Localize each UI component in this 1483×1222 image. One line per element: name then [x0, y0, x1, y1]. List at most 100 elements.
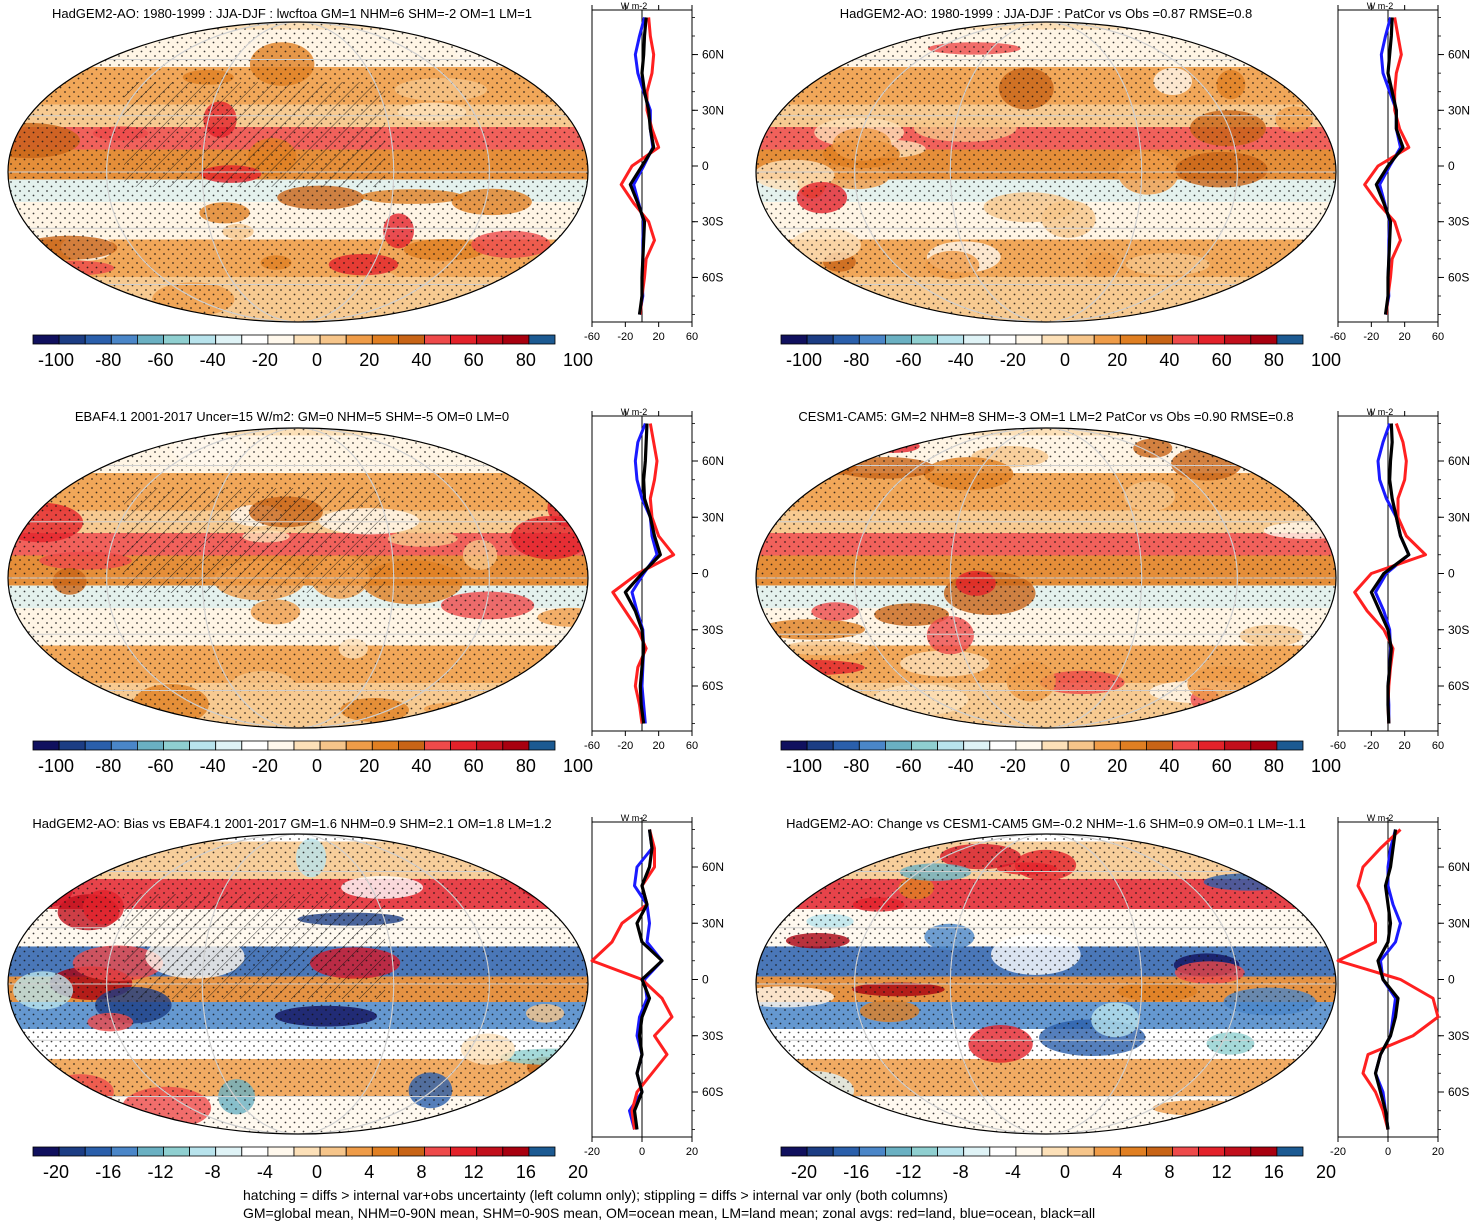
colorbar-bin — [476, 334, 504, 345]
colorbar-label: -4 — [257, 1162, 273, 1182]
colorbar-label: -40 — [200, 756, 226, 776]
colorbar-bin — [1119, 1146, 1147, 1157]
zonal-lat-label: 60N — [702, 48, 724, 62]
colorbar-bin — [1250, 1146, 1278, 1157]
zonal-lat-label: 30N — [702, 510, 724, 524]
colorbar-label: 0 — [312, 350, 322, 370]
zonal-lat-label: 60N — [1448, 860, 1470, 874]
zonal-average-plot: W m-2 -20 0 20 60N 30N 0 30S 60S — [584, 813, 724, 1158]
colorbar-bin — [1198, 334, 1226, 345]
colorbar-bin — [319, 334, 347, 345]
panel-top-left: HadGEM2-AO: 1980-1999 : JJA-DJF : lwcfto… — [7, 1, 724, 370]
map-outline — [7, 427, 589, 729]
colorbar-bin — [189, 740, 217, 751]
colorbar-label: 100 — [563, 756, 593, 776]
colorbar-label: 20 — [1107, 756, 1127, 776]
colorbar-bin — [345, 1146, 373, 1157]
colorbar-label: 20 — [359, 350, 379, 370]
colorbar-bin — [911, 334, 939, 345]
map-field — [756, 834, 1336, 1134]
zonal-series-land — [619, 17, 661, 315]
colorbar-bin — [345, 740, 373, 751]
colorbar-bin — [780, 1146, 808, 1157]
colorbar-label: 80 — [1264, 350, 1284, 370]
zonal-average-plot: W m-2 -20 0 20 60N 30N 0 30S 60S — [1330, 813, 1470, 1158]
zonal-lat-label: 60N — [702, 454, 724, 468]
colorbar-bin — [241, 740, 269, 751]
zonal-series-land — [1336, 828, 1440, 1130]
colorbar-bin — [1172, 1146, 1200, 1157]
colorbar: -100 -80 -60 -40 -20 0 20 40 60 80 100 — [32, 334, 593, 370]
colorbar-label: 40 — [411, 756, 431, 776]
colorbar-label: 4 — [1112, 1162, 1122, 1182]
colorbar-label: -80 — [843, 756, 869, 776]
zonal-series-all — [1369, 423, 1411, 724]
colorbar-bin — [371, 1146, 399, 1157]
zonal-xtick: -20 — [617, 740, 633, 752]
colorbar-label: -20 — [252, 756, 278, 776]
colorbar-bin — [937, 1146, 965, 1157]
zonal-lat-label: 60N — [1448, 454, 1470, 468]
colorbar-label: 40 — [1159, 756, 1179, 776]
panel-middle-right: CESM1-CAM5: GM=2 NHM=8 SHM=-3 OM=1 LM=2 … — [755, 407, 1470, 776]
zonal-xtick: 20 — [1399, 331, 1411, 343]
colorbar-label: 8 — [416, 1162, 426, 1182]
colorbar-bin — [241, 1146, 269, 1157]
zonal-lat-label: 0 — [702, 567, 709, 581]
colorbar-bin — [84, 1146, 112, 1157]
colorbar-bin — [528, 334, 556, 345]
zonal-lat-label: 0 — [702, 973, 709, 987]
zonal-average-plot: W m-2 -60 -20 20 60 60N 30N 0 30S 60S — [584, 407, 724, 752]
panel-title: EBAF4.1 2001-2017 Uncer=15 W/m2: GM=0 NH… — [75, 409, 509, 424]
zonal-lat-label: 30N — [702, 916, 724, 930]
zonal-xtick: 20 — [686, 1146, 698, 1158]
zonal-lat-label: 30N — [1448, 916, 1470, 930]
zonal-lat-label: 30N — [702, 103, 724, 117]
zonal-lat-label: 60S — [1448, 679, 1469, 693]
colorbar-label: -20 — [43, 1162, 69, 1182]
colorbar-bin — [1276, 740, 1304, 751]
panel-title: HadGEM2-AO: Change vs CESM1-CAM5 GM=-0.2… — [786, 816, 1306, 831]
map-outline — [7, 833, 589, 1135]
colorbar: -20 -16 -12 -8 -4 0 4 8 12 16 20 — [780, 1146, 1336, 1182]
colorbar-label: 40 — [411, 350, 431, 370]
zonal-xtick: -60 — [584, 331, 600, 343]
colorbar-bin — [1093, 740, 1121, 751]
map-field — [756, 428, 1336, 728]
zonal-xtick: -20 — [1363, 331, 1379, 343]
zonal-series-all — [1374, 17, 1405, 315]
colorbar-label: 80 — [516, 350, 536, 370]
colorbar-bin — [189, 334, 217, 345]
colorbar-label: -60 — [895, 756, 921, 776]
colorbar-label: -60 — [147, 756, 173, 776]
zonal-lat-label: 30S — [1448, 1029, 1469, 1043]
colorbar-bin — [963, 740, 991, 751]
colorbar-bin — [1041, 740, 1069, 751]
colorbar-bin — [989, 334, 1017, 345]
colorbar: -20 -16 -12 -8 -4 0 4 8 12 16 20 — [32, 1146, 588, 1182]
colorbar-bin — [293, 1146, 321, 1157]
zonal-lat-label: 60N — [1448, 48, 1470, 62]
zonal-series-ocean — [1374, 422, 1411, 724]
colorbar-bin — [267, 334, 295, 345]
panel-title: HadGEM2-AO: Bias vs EBAF4.1 2001-2017 GM… — [32, 816, 551, 831]
colorbar-label: 16 — [1264, 1162, 1284, 1182]
colorbar-label: 40 — [1159, 350, 1179, 370]
colorbar-label: -40 — [948, 756, 974, 776]
zonal-series-all — [632, 829, 664, 1130]
zonal-series-land — [611, 423, 676, 724]
colorbar-label: 20 — [568, 1162, 588, 1182]
zonal-series-land — [1363, 17, 1411, 315]
zonal-xtick: 20 — [653, 740, 665, 752]
colorbar-bin — [32, 740, 60, 751]
colorbar-bin — [858, 1146, 886, 1157]
colorbar-bin — [911, 1146, 939, 1157]
footnote-line-2: GM=global mean, NHM=0-90N mean, SHM=0-90… — [243, 1205, 1096, 1221]
colorbar: -100 -80 -60 -40 -20 0 20 40 60 80 100 — [780, 740, 1341, 776]
colorbar-bin — [1198, 1146, 1226, 1157]
colorbar-bin — [832, 740, 860, 751]
colorbar-bin — [528, 1146, 556, 1157]
zonal-average-plot: W m-2 -60 -20 20 60 60N 30N 0 30S 60S — [584, 1, 724, 343]
map-outline — [755, 427, 1337, 729]
colorbar-label: 80 — [516, 756, 536, 776]
